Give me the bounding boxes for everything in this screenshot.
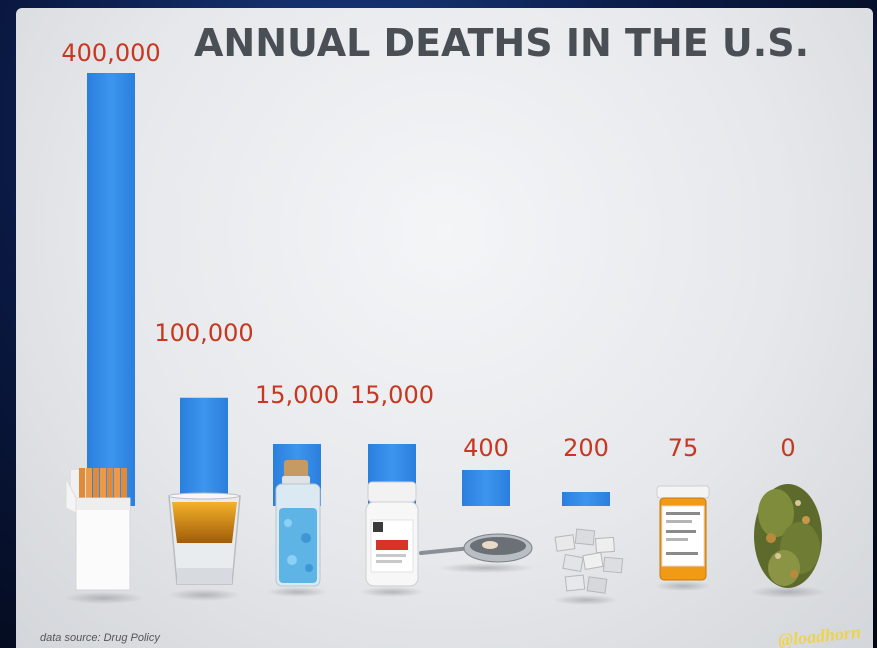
cigarette-pack-icon (65, 468, 131, 591)
data-source-note: data source: Drug Policy (40, 632, 160, 644)
value-label: 15,000 (350, 381, 434, 409)
bar-tobacco (87, 73, 135, 506)
value-label: 200 (563, 434, 609, 462)
chart-panel: ANNUAL DEATHS IN THE U.S. 400,000 100,000… (16, 8, 873, 648)
bars-group (87, 73, 707, 506)
value-labels-group: 400,000 100,000 15,000 15,000 400 200 75 0 (61, 39, 795, 462)
value-label: 100,000 (154, 319, 253, 347)
bar-chart: ANNUAL DEATHS IN THE U.S. 400,000 100,000… (61, 21, 826, 605)
bar-ecstasy (562, 492, 610, 506)
value-label: 400 (463, 434, 509, 462)
ecstasy-pills-icon (554, 528, 624, 594)
marijuana-bud-icon (754, 484, 822, 588)
value-label: 15,000 (255, 381, 339, 409)
value-label: 400,000 (61, 39, 160, 67)
bar-alcohol (180, 397, 228, 506)
drug-icons-group (64, 460, 826, 605)
shot-glass-icon (168, 492, 241, 585)
bar-heroin (462, 470, 510, 506)
meth-vial-icon (275, 460, 321, 587)
prescription-bottle-icon (656, 485, 710, 581)
value-label: 0 (780, 434, 795, 462)
pill-bottle-icon (365, 481, 419, 587)
value-label: 75 (668, 434, 699, 462)
chart-title: ANNUAL DEATHS IN THE U.S. (194, 21, 809, 65)
heroin-spoon-icon (419, 533, 533, 563)
